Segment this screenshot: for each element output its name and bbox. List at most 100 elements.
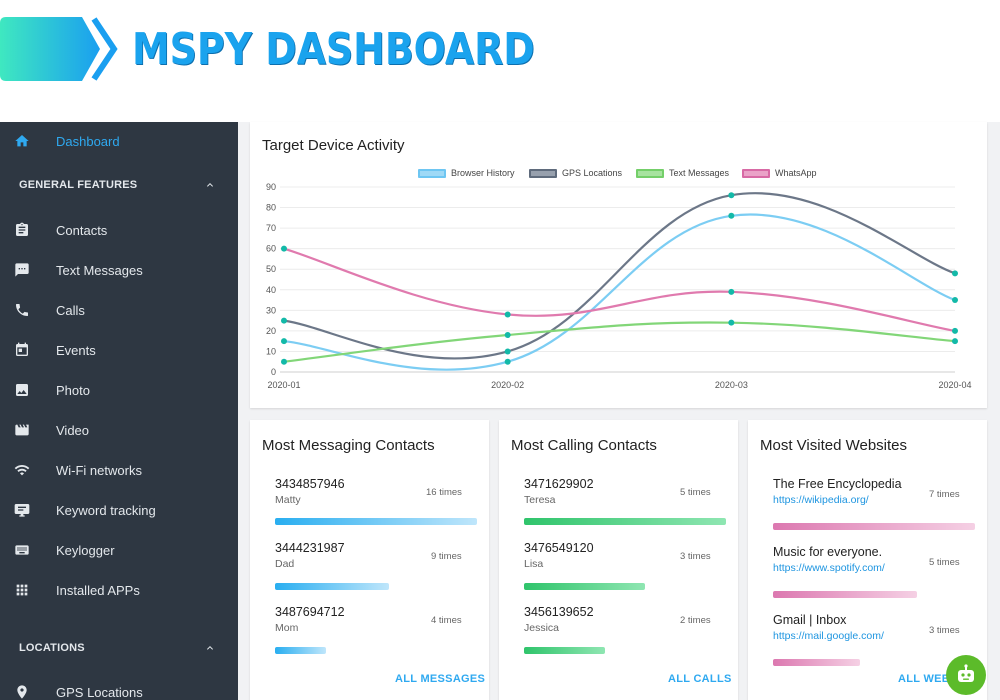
card-title: Target Device Activity: [262, 137, 405, 154]
sidebar-item-label: Text Messages: [56, 262, 143, 278]
website-url-link[interactable]: https://wikipedia.org/: [773, 494, 869, 506]
contact-name: Dad: [275, 558, 295, 570]
sidebar-item-calls[interactable]: Calls: [0, 291, 238, 329]
legend-label: Text Messages: [669, 168, 730, 178]
x-tick-label: 2020-01: [267, 380, 300, 390]
series-line: [283, 192, 956, 360]
chevron-up-icon[interactable]: [204, 642, 216, 654]
contact-name: Teresa: [524, 494, 556, 506]
page-title: MSPY DASHBOARD: [132, 24, 535, 75]
location-pin-icon: [13, 683, 31, 700]
data-point: [728, 288, 735, 295]
sidebar-item-events[interactable]: Events: [0, 331, 238, 369]
legend-item[interactable]: WhatsApp: [742, 168, 817, 178]
y-tick-label: 10: [266, 346, 276, 356]
data-point: [728, 192, 735, 199]
contact-number: 3434857946: [275, 477, 345, 491]
legend-label: GPS Locations: [562, 168, 623, 178]
movie-icon: [13, 421, 31, 439]
contact-name: Lisa: [524, 558, 544, 570]
chevron-up-icon[interactable]: [204, 179, 216, 191]
contact-name: Mom: [275, 622, 299, 634]
sidebar: Dashboard GENERAL FEATURES Contacts Text…: [0, 122, 238, 700]
website-url-link[interactable]: https://mail.google.com/: [773, 630, 884, 642]
sidebar-item-text-messages[interactable]: Text Messages: [0, 251, 238, 289]
y-tick-label: 60: [266, 244, 276, 254]
frequency-bar: [524, 647, 605, 654]
frequency-bar: [275, 647, 326, 654]
data-point: [952, 297, 958, 304]
x-tick-label: 2020-02: [491, 380, 524, 390]
series-line: [283, 321, 956, 363]
legend-label: WhatsApp: [775, 168, 817, 178]
sidebar-item-label: Keylogger: [56, 542, 115, 558]
card-title: Most Visited Websites: [760, 437, 908, 454]
keyboard-icon: [13, 541, 31, 559]
chat-icon: [13, 261, 31, 279]
x-tick-label: 2020-04: [938, 380, 971, 390]
visit-count: 3 times: [929, 625, 960, 636]
y-tick-label: 70: [266, 223, 276, 233]
header-banner: MSPY DASHBOARD: [0, 0, 1000, 110]
sidebar-item-video[interactable]: Video: [0, 411, 238, 449]
contact-name: Jessica: [524, 622, 560, 634]
contact-number: 3456139652: [524, 605, 594, 619]
y-tick-label: 30: [266, 305, 276, 315]
section-locations[interactable]: LOCATIONS: [0, 633, 238, 663]
chat-bot-button[interactable]: [946, 655, 986, 695]
calendar-icon: [13, 341, 31, 359]
website-title: Music for everyone.: [773, 545, 883, 559]
card-title: Most Messaging Contacts: [262, 437, 435, 454]
contact-number: 3487694712: [275, 605, 345, 619]
section-label: LOCATIONS: [19, 642, 85, 654]
data-point: [281, 245, 287, 252]
all-websites-link[interactable]: ALL WEBS: [898, 673, 958, 685]
sidebar-item-label: Dashboard: [56, 133, 120, 149]
all-calls-link[interactable]: ALL CALLS: [668, 673, 732, 685]
legend-swatch: [418, 168, 446, 178]
legend-swatch: [742, 168, 770, 178]
activity-line-chart: 0 10 20 30 40 50 60 70 80 90 2020-01 2020-02 2020-03…: [266, 182, 972, 390]
sidebar-item-dashboard[interactable]: Dashboard: [0, 122, 238, 160]
legend-item[interactable]: Browser History: [418, 168, 515, 178]
website-title: The Free Encyclopedia: [773, 477, 902, 491]
contact-name: Matty: [275, 494, 301, 506]
legend-label: Browser History: [451, 168, 515, 178]
data-point: [281, 338, 287, 345]
activity-chart-card: Target Device Activity Browser History G…: [250, 122, 987, 408]
sidebar-item-label: Calls: [56, 302, 85, 318]
sidebar-item-keylogger[interactable]: Keylogger: [0, 531, 238, 569]
legend-item[interactable]: GPS Locations: [529, 168, 622, 178]
data-point: [504, 348, 511, 355]
data-point: [281, 358, 287, 365]
section-general-features[interactable]: GENERAL FEATURES: [0, 170, 238, 200]
y-tick-label: 90: [266, 182, 276, 192]
y-tick-label: 20: [266, 326, 276, 336]
sidebar-item-label: Contacts: [56, 222, 108, 238]
frequency-bar: [773, 659, 860, 666]
banner-arrow-graphic: [0, 17, 118, 81]
website-url-link[interactable]: https://www.spotify.com/: [773, 562, 885, 574]
contact-number: 3444231987: [275, 541, 345, 555]
sidebar-item-label: Events: [56, 342, 96, 358]
calling-contacts-card: Most Calling Contacts 3471629902 Teresa …: [499, 420, 738, 700]
apps-grid-icon: [13, 581, 31, 599]
all-messages-link[interactable]: ALL MESSAGES: [395, 673, 486, 685]
frequency-bar: [275, 583, 389, 590]
call-count: 2 times: [680, 615, 711, 626]
data-point: [504, 332, 511, 338]
legend-item[interactable]: Text Messages: [636, 168, 729, 178]
frequency-bar: [524, 583, 645, 590]
message-count: 9 times: [431, 551, 462, 562]
y-tick-label: 0: [271, 367, 276, 377]
sidebar-item-photo[interactable]: Photo: [0, 371, 238, 409]
sidebar-item-installed-apps[interactable]: Installed APPs: [0, 571, 238, 609]
sidebar-item-keyword-tracking[interactable]: Keyword tracking: [0, 491, 238, 529]
sidebar-item-contacts[interactable]: Contacts: [0, 211, 238, 249]
data-point: [728, 319, 735, 326]
series-line: [283, 213, 956, 371]
sidebar-item-gps-locations[interactable]: GPS Locations: [0, 673, 238, 700]
sidebar-item-wifi-networks[interactable]: Wi-Fi networks: [0, 451, 238, 489]
data-point: [504, 358, 511, 365]
sidebar-item-label: Installed APPs: [56, 582, 140, 598]
